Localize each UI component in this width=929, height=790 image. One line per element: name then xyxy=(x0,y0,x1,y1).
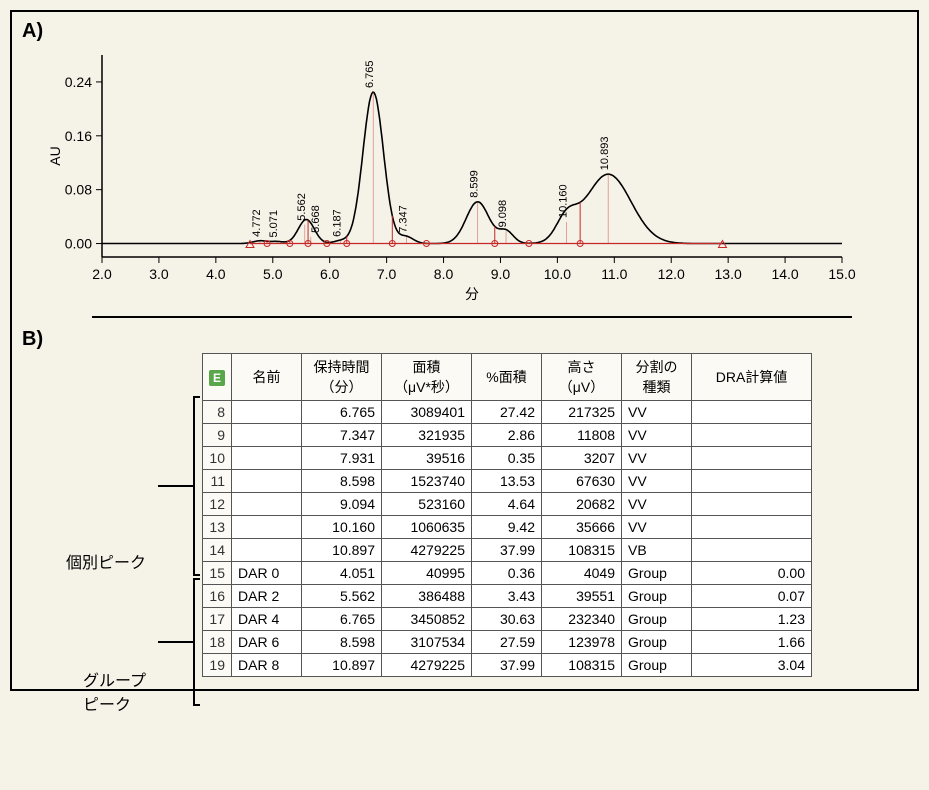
table-header: 分割の種類 xyxy=(622,354,692,401)
table-row: 118.598152374013.5367630VV xyxy=(203,470,812,493)
svg-text:7.0: 7.0 xyxy=(377,266,397,282)
table-row: 86.765308940127.42217325VV xyxy=(203,401,812,424)
svg-text:10.160: 10.160 xyxy=(557,184,569,218)
table-row: 107.931395160.353207VV xyxy=(203,447,812,470)
figure-container: A) 0.00 0.08 0.16 0.24 2.0 3.0 4.0 5.0 6.0 7.0 8.0… xyxy=(10,10,919,691)
table-header: 名前 xyxy=(232,354,302,401)
chromatogram-chart: 0.00 0.08 0.16 0.24 2.0 3.0 4.0 5.0 6.0 7.0 8.0 9.0… xyxy=(42,45,907,310)
svg-text:4.772: 4.772 xyxy=(251,209,263,237)
table-row: 1310.16010606359.4235666VV xyxy=(203,516,812,539)
panel-divider xyxy=(92,316,852,318)
svg-text:9.0: 9.0 xyxy=(491,266,511,282)
svg-text:14.0: 14.0 xyxy=(771,266,798,282)
svg-text:10.0: 10.0 xyxy=(544,266,571,282)
svg-text:10.893: 10.893 xyxy=(599,137,611,171)
svg-text:5.071: 5.071 xyxy=(268,210,280,238)
svg-text:7.347: 7.347 xyxy=(397,205,409,233)
svg-text:分: 分 xyxy=(465,286,479,302)
table-header: 高さ（μV） xyxy=(542,354,622,401)
svg-text:12.0: 12.0 xyxy=(658,266,685,282)
svg-text:2.0: 2.0 xyxy=(92,266,112,282)
bracket-icon xyxy=(154,395,202,577)
svg-text:6.765: 6.765 xyxy=(364,61,376,89)
svg-text:4.0: 4.0 xyxy=(206,266,226,282)
table-header: 保持時間（分） xyxy=(302,354,382,401)
table-row: 19DAR 810.897427922537.99108315Group3.04 xyxy=(203,654,812,677)
table-header: %面積 xyxy=(472,354,542,401)
svg-text:0.16: 0.16 xyxy=(65,128,92,144)
bracket-icon xyxy=(154,577,202,707)
table-row: 97.3473219352.8611808VV xyxy=(203,424,812,447)
svg-text:9.098: 9.098 xyxy=(497,200,509,228)
svg-text:AU: AU xyxy=(47,146,63,165)
panel-b-label: B) xyxy=(22,328,907,351)
table-row: 18DAR 68.598310753427.59123978Group1.66 xyxy=(203,631,812,654)
table-header: DRA計算値 xyxy=(692,354,812,401)
peak-table: E 名前保持時間（分）面積（μV*秒）%面積高さ（μV）分割の種類DRA計算値86… xyxy=(202,353,812,677)
panel-b-body: 個別ピークグループ ピーク E 名前保持時間（分）面積（μV*秒）%面積高さ（μV… xyxy=(22,353,907,677)
svg-text:6.0: 6.0 xyxy=(320,266,340,282)
svg-text:6.187: 6.187 xyxy=(331,209,343,237)
panel-a-label: A) xyxy=(22,20,907,43)
table-row: 1410.897427922537.99108315VB xyxy=(203,539,812,562)
table-row: 17DAR 46.765345085230.63232340Group1.23 xyxy=(203,608,812,631)
chromatogram-svg: 0.00 0.08 0.16 0.24 2.0 3.0 4.0 5.0 6.0 7.0 8.0 9.0… xyxy=(42,45,862,305)
table-header: 面積（μV*秒） xyxy=(382,354,472,401)
svg-text:3.0: 3.0 xyxy=(149,266,169,282)
svg-text:13.0: 13.0 xyxy=(715,266,742,282)
svg-text:15.0: 15.0 xyxy=(828,266,855,282)
table-row: 129.0945231604.6420682VV xyxy=(203,493,812,516)
svg-text:5.668: 5.668 xyxy=(310,205,322,233)
svg-text:8.0: 8.0 xyxy=(434,266,454,282)
table-icon: E xyxy=(209,370,225,386)
svg-text:0.24: 0.24 xyxy=(65,74,92,90)
svg-text:5.0: 5.0 xyxy=(263,266,283,282)
svg-text:0.00: 0.00 xyxy=(65,236,92,252)
svg-text:8.599: 8.599 xyxy=(469,170,481,198)
table-row: 15DAR 04.051409950.364049Group0.00 xyxy=(203,562,812,585)
svg-text:5.562: 5.562 xyxy=(296,193,308,221)
svg-text:11.0: 11.0 xyxy=(601,266,627,282)
table-row: 16DAR 25.5623864883.4339551Group0.07 xyxy=(203,585,812,608)
row-group-labels: 個別ピークグループ ピーク xyxy=(22,353,202,677)
row-group-label: グループ ピーク xyxy=(83,626,202,756)
peak-table-wrap: E 名前保持時間（分）面積（μV*秒）%面積高さ（μV）分割の種類DRA計算値86… xyxy=(202,353,812,677)
svg-text:0.08: 0.08 xyxy=(65,182,92,198)
